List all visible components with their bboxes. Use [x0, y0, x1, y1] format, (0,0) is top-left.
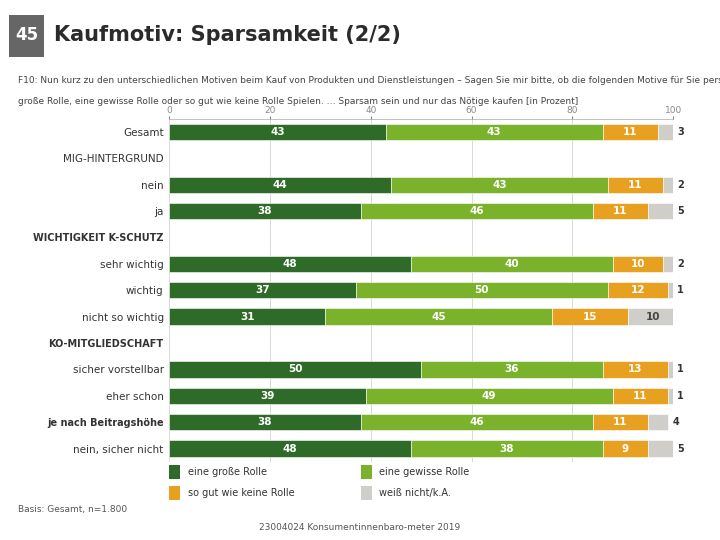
Text: 13: 13 — [628, 364, 643, 374]
Text: 1: 1 — [678, 364, 684, 374]
Bar — [668, 282, 673, 299]
Bar — [391, 177, 608, 193]
Bar — [648, 440, 673, 457]
Text: 31: 31 — [240, 312, 255, 322]
Bar — [361, 485, 372, 500]
Text: 10: 10 — [646, 312, 660, 322]
Text: 3: 3 — [678, 127, 684, 137]
Text: 15: 15 — [582, 312, 598, 322]
Text: 45: 45 — [431, 312, 446, 322]
Text: 50: 50 — [474, 285, 489, 295]
Text: 1: 1 — [678, 391, 684, 401]
Text: 38: 38 — [500, 443, 514, 454]
Text: 43: 43 — [487, 127, 502, 137]
Text: 2: 2 — [678, 180, 684, 190]
Text: 45: 45 — [15, 26, 38, 44]
Bar — [608, 177, 663, 193]
Bar — [169, 177, 391, 193]
Bar — [169, 485, 180, 500]
Bar — [552, 308, 628, 325]
Text: Basis: Gesamt, n=1.800: Basis: Gesamt, n=1.800 — [18, 505, 127, 514]
Bar — [663, 177, 673, 193]
Bar — [658, 124, 673, 140]
Bar — [668, 388, 673, 404]
Text: F10: Nun kurz zu den unterschiedlichen Motiven beim Kauf von Produkten und Diens: F10: Nun kurz zu den unterschiedlichen M… — [18, 76, 720, 85]
Bar — [169, 361, 421, 377]
Text: 11: 11 — [628, 180, 643, 190]
Text: 11: 11 — [623, 127, 638, 137]
Bar — [386, 124, 603, 140]
Text: 10: 10 — [631, 259, 645, 269]
Bar — [613, 388, 668, 404]
Bar — [325, 308, 552, 325]
Bar — [603, 361, 668, 377]
Bar — [169, 440, 411, 457]
Bar — [648, 203, 673, 219]
Text: 39: 39 — [261, 391, 274, 401]
Text: 43: 43 — [270, 127, 285, 137]
Text: so gut wie keine Rolle: so gut wie keine Rolle — [188, 488, 294, 497]
Text: Kaufmotiv: Sparsamkeit (2/2): Kaufmotiv: Sparsamkeit (2/2) — [54, 25, 401, 45]
Text: 2: 2 — [678, 259, 684, 269]
Text: 9: 9 — [622, 443, 629, 454]
Text: 50: 50 — [288, 364, 302, 374]
Text: 46: 46 — [469, 417, 484, 427]
Bar — [668, 361, 673, 377]
Text: 12: 12 — [631, 285, 645, 295]
Bar — [411, 440, 603, 457]
Text: 48: 48 — [283, 259, 297, 269]
Text: 46: 46 — [469, 206, 484, 216]
Bar — [361, 203, 593, 219]
Text: eine gewisse Rolle: eine gewisse Rolle — [379, 467, 469, 477]
Text: 11: 11 — [633, 391, 648, 401]
Bar — [366, 388, 613, 404]
Text: 48: 48 — [283, 443, 297, 454]
Text: 36: 36 — [505, 364, 519, 374]
Bar — [169, 308, 325, 325]
Bar — [648, 414, 668, 430]
Bar — [361, 414, 593, 430]
Text: weiß nicht/k.A.: weiß nicht/k.A. — [379, 488, 451, 497]
Text: eine große Rolle: eine große Rolle — [188, 467, 267, 477]
Bar — [356, 282, 608, 299]
Bar — [603, 124, 658, 140]
Text: 4: 4 — [672, 417, 679, 427]
Bar — [613, 256, 663, 272]
Bar — [603, 440, 648, 457]
Text: 43: 43 — [492, 180, 507, 190]
Bar — [663, 256, 673, 272]
Text: 5: 5 — [678, 443, 684, 454]
Bar — [593, 414, 648, 430]
Text: 38: 38 — [258, 206, 272, 216]
Bar — [169, 282, 356, 299]
Text: 1: 1 — [678, 285, 684, 295]
Text: 40: 40 — [505, 259, 519, 269]
Bar — [628, 308, 678, 325]
Bar — [169, 203, 361, 219]
Bar — [421, 361, 603, 377]
Bar — [169, 256, 411, 272]
Text: 11: 11 — [613, 417, 628, 427]
FancyBboxPatch shape — [9, 15, 44, 57]
Text: 37: 37 — [255, 285, 270, 295]
Text: 23004024 Konsumentinnenbaro­meter 2019: 23004024 Konsumentinnenbaro­meter 2019 — [259, 523, 461, 532]
Bar — [593, 203, 648, 219]
Bar — [411, 256, 613, 272]
Bar — [169, 124, 386, 140]
Text: 49: 49 — [482, 391, 497, 401]
Text: 11: 11 — [613, 206, 628, 216]
Text: 44: 44 — [273, 180, 287, 190]
Bar — [361, 465, 372, 480]
Bar — [169, 388, 366, 404]
Text: 5: 5 — [678, 206, 684, 216]
Text: 38: 38 — [258, 417, 272, 427]
Bar — [169, 465, 180, 480]
Bar — [169, 414, 361, 430]
Bar — [608, 282, 668, 299]
Text: große Rolle, eine gewisse Rolle oder so gut wie keine Rolle Spielen. … Sparsam s: große Rolle, eine gewisse Rolle oder so … — [18, 97, 578, 106]
